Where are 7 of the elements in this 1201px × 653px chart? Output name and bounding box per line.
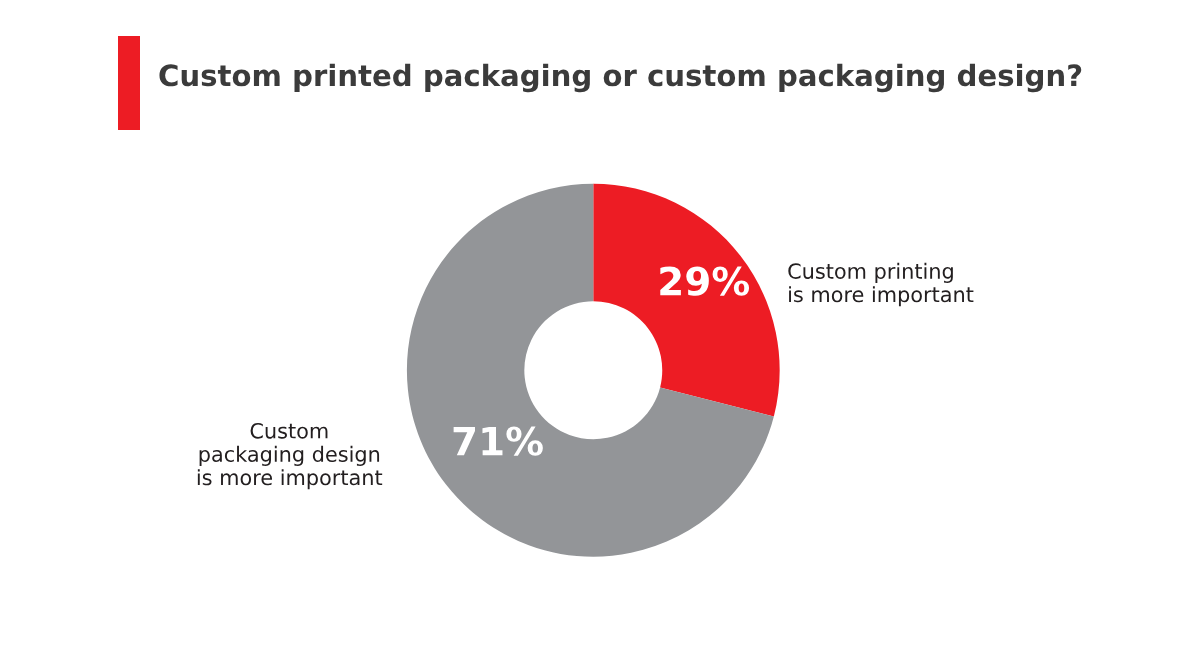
- donut-slice: [593, 183, 780, 417]
- donut-slice: [406, 183, 774, 557]
- data-label: 29%: [660, 266, 750, 296]
- chart-title: Custom printed packaging or custom packaging design?: [159, 63, 1082, 93]
- data-label: 71%: [453, 426, 543, 456]
- slice-label: Custom packaging design is more important: [197, 422, 383, 490]
- slice-label: Custom printing is more important: [788, 262, 974, 307]
